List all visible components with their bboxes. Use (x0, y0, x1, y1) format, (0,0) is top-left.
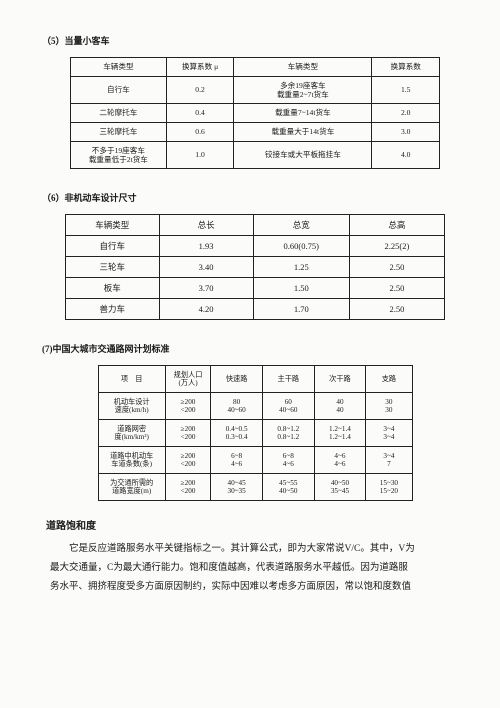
td: 0.4 (166, 104, 234, 123)
table-row: 不多于19座客车载重量低于2t货车 1.0 铰接车或大平板拖挂车 4.0 (71, 142, 440, 169)
td: 1.2~1.41.2~1.4 (314, 420, 366, 447)
td: 机动车设计速度(km/h) (98, 393, 165, 420)
table-equiv-car: 车辆类型 换算系数 μ 车辆类型 换算系数 自行车 0.2 多余19座客车载重量… (70, 57, 440, 169)
td: 2.50 (349, 257, 444, 278)
table-row: 兽力车 4.20 1.70 2.50 (66, 299, 445, 320)
section7-title: (7)中国大城市交通路网计划标准 (42, 342, 460, 355)
body-paragraph: 务水平、拥挤程度受多方面原因制约，实际中因难以考虑多方面原因，常以饱和度数值 (50, 578, 460, 597)
th: 总高 (349, 215, 444, 236)
td: 自行车 (71, 77, 167, 104)
td: 道路中机动车车道条数(条) (98, 447, 165, 474)
table-row: 二轮摩托车 0.4 载重量7~14t货车 2.0 (71, 104, 440, 123)
td: 不多于19座客车载重量低于2t货车 (71, 142, 167, 169)
td: 4040 (314, 393, 366, 420)
th: 总宽 (253, 215, 349, 236)
td: 1.50 (253, 278, 349, 299)
td: 载重量大于14t货车 (234, 123, 372, 142)
td: 0.60(0.75) (253, 236, 349, 257)
td: 1.5 (372, 77, 440, 104)
table-row: 机动车设计速度(km/h) ≥200<200 8040~60 6040~60 4… (98, 393, 412, 420)
body-paragraph: 它是反应道路服务水平关键指标之一。其计算公式，即为大家常说V/C。其中，V为 (50, 540, 460, 559)
th: 支路 (366, 366, 412, 393)
table-row: 三轮摩托车 0.6 载重量大于14t货车 3.0 (71, 123, 440, 142)
section5-title: （5）当量小客车 (42, 34, 460, 47)
td: 1.25 (253, 257, 349, 278)
td: 40~4530~35 (211, 474, 263, 501)
td: 2.25(2) (349, 236, 444, 257)
th: 次干路 (314, 366, 366, 393)
td: ≥200<200 (165, 447, 210, 474)
td: 兽力车 (66, 299, 160, 320)
td: 3.40 (159, 257, 253, 278)
table-row: 车辆类型 总长 总宽 总高 (66, 215, 445, 236)
th: 车辆类型 (71, 58, 167, 77)
td: ≥200<200 (165, 420, 210, 447)
table-row: 道路中机动车车道条数(条) ≥200<200 6~84~6 6~84~6 4~6… (98, 447, 412, 474)
table-row: 自行车 0.2 多余19座客车载重量2~7t货车 1.5 (71, 77, 440, 104)
td: 6~84~6 (211, 447, 263, 474)
td: 二轮摩托车 (71, 104, 167, 123)
th: 快速路 (211, 366, 263, 393)
section6-title: （6）非机动车设计尺寸 (42, 191, 460, 204)
td: 4~64~6 (314, 447, 366, 474)
td: 自行车 (66, 236, 160, 257)
th: 规划人口(万人) (165, 366, 210, 393)
td: 1.0 (166, 142, 234, 169)
td: 8040~60 (211, 393, 263, 420)
th: 车辆类型 (234, 58, 372, 77)
td: 3~43~4 (366, 420, 412, 447)
td: 多余19座客车载重量2~7t货车 (234, 77, 372, 104)
td: 3030 (366, 393, 412, 420)
td: 0.2 (166, 77, 234, 104)
th: 换算系数 (372, 58, 440, 77)
saturation-heading: 道路饱和度 (46, 517, 460, 532)
td: 载重量7~14t货车 (234, 104, 372, 123)
td: 板车 (66, 278, 160, 299)
th: 总长 (159, 215, 253, 236)
th: 主干路 (262, 366, 314, 393)
table-row: 板车 3.70 1.50 2.50 (66, 278, 445, 299)
table-row: 三轮车 3.40 1.25 2.50 (66, 257, 445, 278)
table-row: 车辆类型 换算系数 μ 车辆类型 换算系数 (71, 58, 440, 77)
td: 为交通所需的道路宽度(m) (98, 474, 165, 501)
td: 4.0 (372, 142, 440, 169)
table-road-network-std: 项 目 规划人口(万人) 快速路 主干路 次干路 支路 机动车设计速度(km/h… (98, 365, 413, 501)
table-nonmotor-size: 车辆类型 总长 总宽 总高 自行车 1.93 0.60(0.75) 2.25(2… (65, 214, 445, 320)
table-row: 道路网密度(km/km²) ≥200<200 0.4~0.50.3~0.4 0.… (98, 420, 412, 447)
th: 换算系数 μ (166, 58, 234, 77)
page: （5）当量小客车 车辆类型 换算系数 μ 车辆类型 换算系数 自行车 0.2 多… (0, 0, 500, 708)
td: 45~5540~50 (262, 474, 314, 501)
td: 铰接车或大平板拖挂车 (234, 142, 372, 169)
td: 2.50 (349, 299, 444, 320)
td: 2.0 (372, 104, 440, 123)
table-row: 自行车 1.93 0.60(0.75) 2.25(2) (66, 236, 445, 257)
td: 1.70 (253, 299, 349, 320)
th: 车辆类型 (66, 215, 160, 236)
td: 三轮车 (66, 257, 160, 278)
td: 2.50 (349, 278, 444, 299)
td: 15~3015~20 (366, 474, 412, 501)
td: ≥200<200 (165, 474, 210, 501)
table-row: 为交通所需的道路宽度(m) ≥200<200 40~4530~35 45~554… (98, 474, 412, 501)
th: 项 目 (98, 366, 165, 393)
td: 4.20 (159, 299, 253, 320)
td: 6040~60 (262, 393, 314, 420)
td: 3.70 (159, 278, 253, 299)
td: 6~84~6 (262, 447, 314, 474)
td: 0.4~0.50.3~0.4 (211, 420, 263, 447)
td: 3~47 (366, 447, 412, 474)
td: 1.93 (159, 236, 253, 257)
td: 道路网密度(km/km²) (98, 420, 165, 447)
td: 三轮摩托车 (71, 123, 167, 142)
td: ≥200<200 (165, 393, 210, 420)
body-paragraph: 最大交通量，C为最大通行能力。饱和度值越高，代表道路服务水平越低。因为道路服 (50, 559, 460, 578)
table-row: 项 目 规划人口(万人) 快速路 主干路 次干路 支路 (98, 366, 412, 393)
td: 0.8~1.20.8~1.2 (262, 420, 314, 447)
td: 3.0 (372, 123, 440, 142)
td: 0.6 (166, 123, 234, 142)
td: 40~5035~45 (314, 474, 366, 501)
